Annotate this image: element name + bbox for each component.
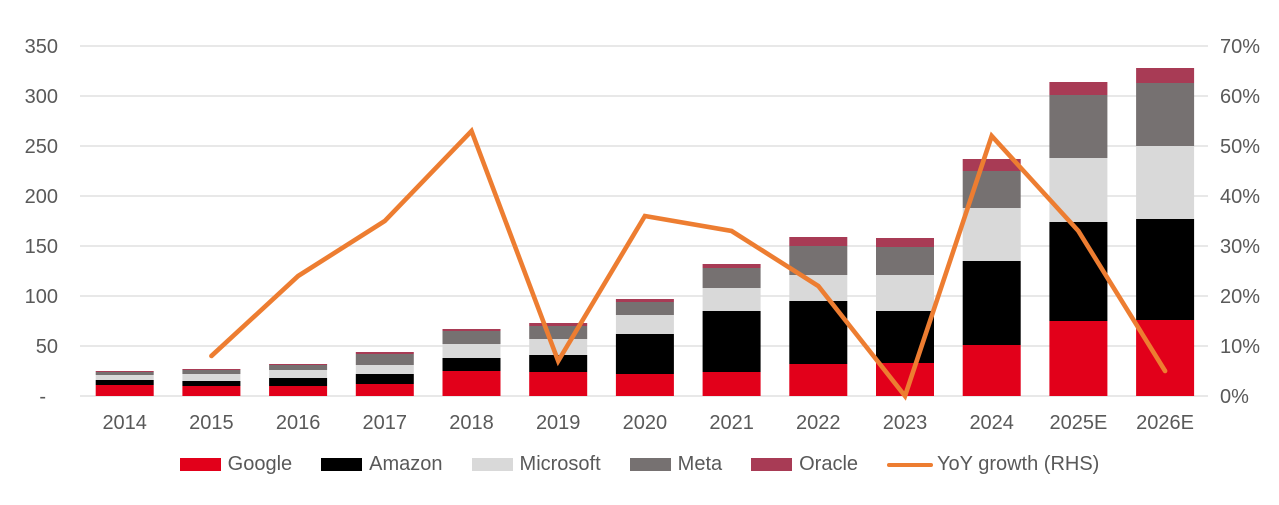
legend-label-amazon: Amazon bbox=[369, 453, 443, 475]
svg-text:2021: 2021 bbox=[709, 412, 754, 434]
svg-text:50: 50 bbox=[36, 336, 58, 358]
svg-text:2024: 2024 bbox=[969, 412, 1014, 434]
legend-item-google: Google bbox=[179, 453, 293, 476]
svg-text:2023: 2023 bbox=[883, 412, 928, 434]
svg-text:2020: 2020 bbox=[623, 412, 668, 434]
svg-text:70%: 70% bbox=[1220, 36, 1260, 58]
legend-label-microsoft: Microsoft bbox=[519, 453, 601, 475]
legend-label-meta: Meta bbox=[677, 453, 723, 475]
yoy-line-swatch-icon bbox=[887, 462, 934, 467]
svg-text:250: 250 bbox=[25, 136, 58, 158]
svg-text:350: 350 bbox=[25, 36, 58, 58]
svg-text:2016: 2016 bbox=[276, 412, 321, 434]
svg-text:2025E: 2025E bbox=[1049, 412, 1107, 434]
svg-text:200: 200 bbox=[25, 186, 58, 208]
svg-text:150: 150 bbox=[25, 236, 58, 258]
svg-text:100: 100 bbox=[25, 286, 58, 308]
svg-text:0%: 0% bbox=[1220, 386, 1249, 408]
svg-text:30%: 30% bbox=[1220, 236, 1260, 258]
legend-item-microsoft: Microsoft bbox=[471, 453, 601, 476]
amazon-swatch-icon bbox=[321, 458, 363, 471]
svg-text:2017: 2017 bbox=[363, 412, 408, 434]
svg-text:2018: 2018 bbox=[449, 412, 494, 434]
svg-text:20%: 20% bbox=[1220, 286, 1260, 308]
svg-text:300: 300 bbox=[25, 86, 58, 108]
svg-text:60%: 60% bbox=[1220, 86, 1260, 108]
capex-stacked-bar-chart: - 50 100 150 200 250 300 350 0% 10% 20% 30% 40% 50% 60… bbox=[25, 36, 1261, 434]
legend-label-oracle: Oracle bbox=[799, 453, 859, 475]
legend-item-amazon: Amazon bbox=[321, 453, 443, 476]
svg-text:2022: 2022 bbox=[796, 412, 841, 434]
svg-text:2026E: 2026E bbox=[1136, 412, 1194, 434]
legend-item-meta: Meta bbox=[629, 453, 723, 476]
legend-item-yoy-growth: YoY growth (RHS) bbox=[887, 453, 1099, 476]
legend-item-oracle: Oracle bbox=[751, 453, 858, 476]
svg-text:2015: 2015 bbox=[189, 412, 234, 434]
svg-text:2014: 2014 bbox=[102, 412, 147, 434]
microsoft-swatch-icon bbox=[471, 458, 513, 471]
svg-text:-: - bbox=[39, 386, 46, 408]
svg-text:2019: 2019 bbox=[536, 412, 581, 434]
legend-label-google: Google bbox=[227, 453, 293, 475]
svg-text:40%: 40% bbox=[1220, 186, 1260, 208]
svg-text:10%: 10% bbox=[1220, 336, 1260, 358]
svg-text:50%: 50% bbox=[1220, 136, 1260, 158]
google-swatch-icon bbox=[179, 458, 221, 471]
chart-legend: Google Amazon Microsoft Meta Oracle YoY … bbox=[0, 453, 1279, 476]
oracle-swatch-icon bbox=[751, 458, 793, 471]
meta-swatch-icon bbox=[629, 458, 671, 471]
legend-label-yoy-growth: YoY growth (RHS) bbox=[937, 453, 1100, 475]
